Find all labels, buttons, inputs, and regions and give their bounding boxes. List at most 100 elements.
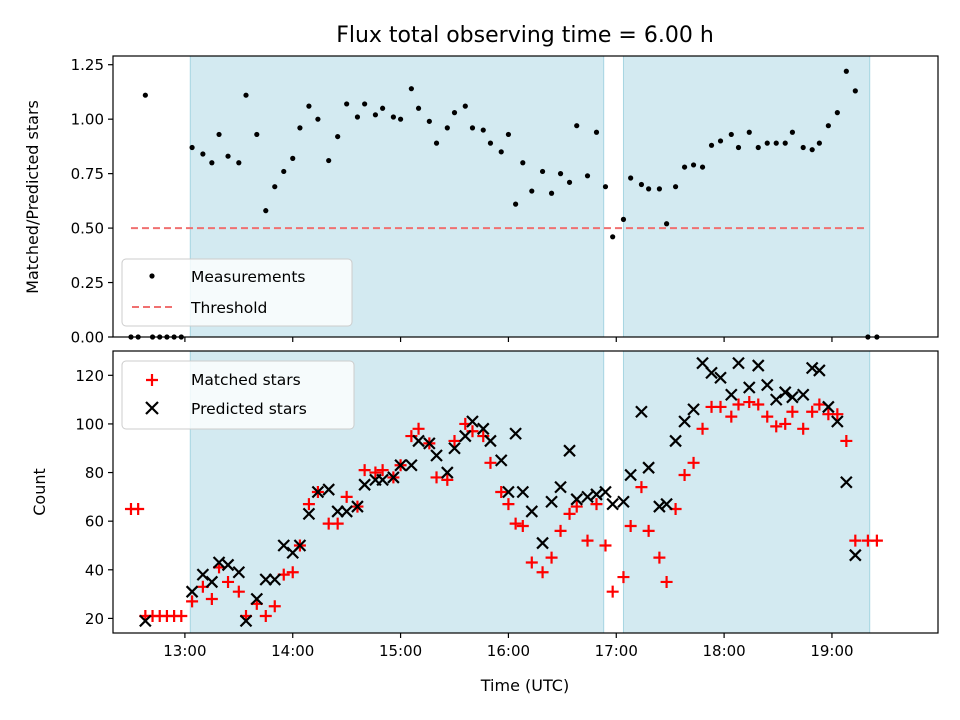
matched-star-point [732,398,745,411]
measurement-point [628,175,634,181]
measurement-point [415,105,422,111]
matched-star-point [331,517,344,530]
predicted-star-point [232,565,246,579]
predicted-star-point [687,403,700,416]
measurement-point [451,110,458,116]
matched-star-point [570,500,583,513]
measurement-point [681,164,688,170]
measurement-point [520,160,526,166]
y-tick-label: 40 [85,561,104,579]
matched-star-point [545,551,558,564]
matched-star-point [286,566,299,579]
legend-measurements-label: Measurements [191,268,306,286]
measurement-point [505,131,512,138]
predicted-star-point [387,471,400,484]
matched-star-point [660,575,673,588]
matched-star-point [840,434,853,447]
predicted-star-point [268,573,282,586]
matched-star-point [714,400,727,413]
measurement-point [513,201,519,207]
predicted-star-point [599,485,612,499]
predicted-star-point [250,592,264,606]
matched-star-point [340,490,353,503]
matched-star-point [222,575,235,588]
matched-star-point [525,556,538,569]
measurement-point [408,86,414,92]
predicted-star-point [509,427,522,440]
top-legend: Measurements Threshold [121,258,353,327]
predicted-star-point [466,415,479,428]
measurement-point [764,140,770,146]
predicted-star-point [277,539,291,552]
predicted-star-point [441,466,454,479]
matched-star-point [581,534,594,547]
matched-star-point [405,430,418,443]
predicted-star-point [358,478,371,491]
measurement-point [469,125,476,131]
matched-star-point [696,422,709,435]
predicted-star-point [525,505,539,518]
bottom-panel: 20 40 60 80 100 120 13:00 14:00 15:00 16:00 17:00… [30,350,939,695]
measurement-point [142,92,148,98]
measurement-point [782,140,788,146]
matched-star-point [599,539,612,552]
y-tick-label: 0.25 [71,274,104,292]
measurement-point [390,114,396,120]
predicted-star-point [322,483,335,496]
measurement-point [254,131,260,138]
shaded-interval [623,56,870,337]
matched-star-point [642,524,655,537]
measurement-point [825,123,831,129]
shaded-interval [623,351,870,633]
predicted-star-point [581,490,594,504]
top-panel: 0.00 0.25 0.50 0.75 1.00 1.25 Matched/Predict… [23,55,939,347]
measurement-point [566,179,573,185]
predicted-star-point [751,359,765,372]
measurement-point [216,131,222,138]
matched-star-point [358,464,371,477]
predicted-star-point [221,558,235,572]
matched-star-point [302,498,315,511]
legend-matched-label: Matched stars [191,371,301,389]
predicted-star-point [606,497,619,511]
measurement-point [372,112,379,118]
predicted-star-point [642,461,655,474]
predicted-star-point [778,386,792,399]
measurement-point [773,140,779,146]
predicted-star-point [430,449,443,462]
legend-measurement-marker [149,273,155,279]
bottom-y-ticks: 20 40 60 80 100 120 [75,367,113,628]
predicted-star-point [494,454,508,467]
measurement-point [610,234,616,240]
matched-star-point [761,410,774,423]
predicted-star-point [536,536,549,550]
y-tick-label: 20 [85,610,104,628]
matched-star-point [687,456,700,469]
measurement-point [656,186,663,192]
legend-threshold-label: Threshold [190,299,267,317]
measurement-point [834,110,840,116]
predicted-star-point [545,495,558,509]
predicted-star-point [239,614,253,628]
y-tick-label: 1.00 [71,111,104,129]
y-tick-label: 0.75 [71,165,104,183]
measurement-point [852,88,858,94]
predicted-star-point [590,488,603,501]
matched-star-point [484,456,497,469]
matched-star-point [786,405,799,418]
measurement-point [584,173,591,179]
measurement-point [638,181,645,188]
matched-star-point [259,609,272,622]
y-tick-label: 1.25 [71,56,104,74]
measurement-point [690,162,697,168]
matched-star-point [606,585,619,598]
measurement-point [708,142,715,148]
measurement-point [444,125,450,131]
matched-star-point [477,430,490,443]
y-tick-label: 0.50 [71,220,104,238]
predicted-star-point [760,378,774,392]
predicted-star-point [412,434,425,448]
bottom-plot-frame [112,350,939,634]
measurement-point [539,168,546,175]
